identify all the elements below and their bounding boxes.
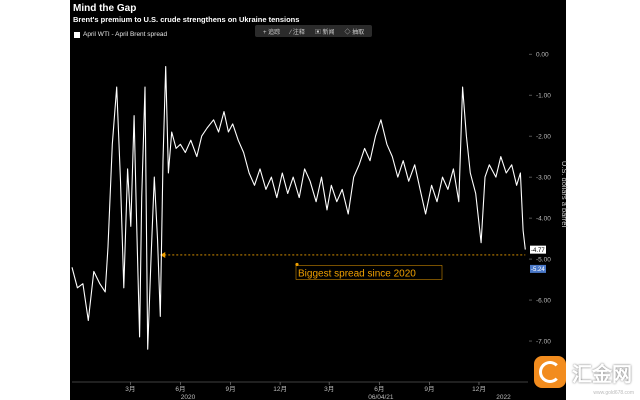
- x-tick-label: 3月: [324, 385, 334, 393]
- x-tick-label: 9月: [424, 385, 434, 393]
- y-tick-label: -3.00: [536, 174, 551, 181]
- y-tick-label: -5.00: [536, 256, 551, 263]
- x-year-label: 2022: [496, 394, 511, 400]
- y-tick-label: -7.00: [536, 338, 551, 345]
- x-tick-label: 6月: [374, 385, 384, 393]
- logo-icon: [534, 356, 566, 388]
- chart-toolbar: + 追踪 ⁄ 注释 ▣ 新闻 ◇ 抽取: [255, 25, 373, 37]
- last-value-label: -5.24: [531, 267, 545, 273]
- y-tick-label: 0.00: [536, 51, 549, 58]
- x-tick-label: 12月: [472, 385, 486, 393]
- x-tick-label: 12月: [273, 385, 287, 393]
- annotation-text: Biggest spread since 2020: [298, 268, 416, 279]
- y-tick-label: -1.00: [536, 92, 551, 99]
- last-value-box: [530, 245, 546, 254]
- x-year-label: 2020: [181, 394, 196, 400]
- legend-label: April WTI - April Brent spread: [83, 31, 168, 38]
- series-line: [71, 65, 526, 350]
- annotate-button[interactable]: ⁄ 注释: [290, 29, 305, 36]
- news-button[interactable]: ▣ 新闻: [314, 29, 335, 36]
- x-tick-label: 6月: [175, 385, 185, 393]
- chart-legend[interactable]: April WTI - April Brent spread: [74, 31, 167, 38]
- track-button[interactable]: + 追踪: [263, 29, 281, 36]
- extract-button[interactable]: ◇ 抽取: [344, 29, 365, 36]
- watermark: 汇金网: [534, 356, 632, 388]
- y-tick-label: -6.00: [536, 297, 551, 304]
- chart-subtitle: Brent's premium to U.S. crude strengthen…: [73, 15, 300, 24]
- reference-arrow: [160, 251, 166, 258]
- y-tick-label: -2.00: [536, 133, 551, 140]
- x-year-label: 06/04/21: [368, 394, 394, 400]
- x-tick-label: 3月: [125, 385, 135, 393]
- annotation-box: [295, 265, 443, 280]
- x-tick-label: 9月: [225, 385, 235, 393]
- y-axis-label: U.S. dollars a barrel: [560, 161, 569, 228]
- legend-swatch: [74, 31, 80, 38]
- watermark-text: 汇金网: [572, 363, 632, 386]
- last-value-label: -4.77: [531, 248, 545, 254]
- last-value-box: [530, 264, 546, 273]
- y-tick-label: -4.00: [536, 215, 551, 222]
- watermark-url: www.gold678.com: [593, 390, 634, 396]
- chart-title: Mind the Gap: [73, 3, 137, 14]
